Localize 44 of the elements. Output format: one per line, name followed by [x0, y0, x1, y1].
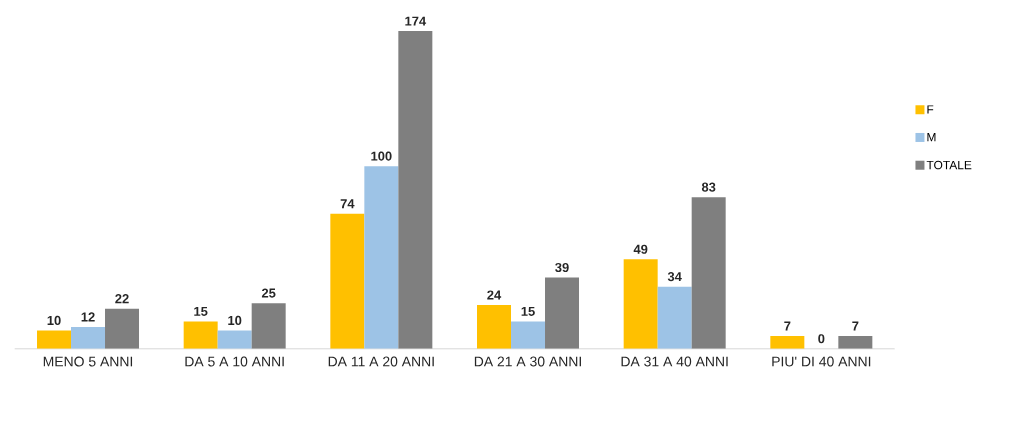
data-label: 34	[667, 272, 682, 282]
data-label: 174	[405, 16, 427, 26]
x-tick-label: MENO 5 ANNI	[43, 356, 133, 367]
data-label: 74	[340, 199, 355, 209]
data-label: 15	[194, 306, 208, 316]
x-tick-label: PIU' DI 40 ANNI	[772, 356, 871, 367]
data-label: 7	[784, 321, 791, 331]
data-label: 49	[633, 244, 648, 254]
data-label: 100	[371, 151, 392, 161]
bar	[71, 326, 106, 349]
data-label: 83	[701, 182, 716, 192]
bar	[251, 303, 286, 349]
bar	[770, 336, 805, 349]
bar	[623, 259, 658, 349]
bar	[838, 336, 873, 349]
x-tick-label: DA 31 A 40 ANNI	[621, 356, 728, 367]
data-label: 25	[261, 288, 276, 298]
legend-label: F	[927, 105, 934, 114]
data-label: 12	[81, 312, 95, 322]
bar	[657, 286, 692, 349]
bar	[364, 166, 399, 349]
legend-label: TOTALE	[926, 160, 972, 170]
bar	[37, 330, 72, 349]
data-label: 15	[521, 306, 535, 316]
data-label: 0	[818, 334, 825, 344]
legend-label: M	[927, 133, 936, 142]
data-label: 10	[47, 315, 61, 326]
data-label: 7	[852, 321, 859, 331]
bar	[691, 197, 726, 349]
bar	[477, 304, 512, 349]
data-label: 10	[228, 315, 242, 326]
bar	[545, 277, 580, 349]
bar	[183, 321, 218, 349]
data-label: 22	[115, 294, 129, 304]
bar	[398, 31, 433, 349]
x-tick-label: DA 11 A 20 ANNI	[328, 356, 434, 367]
bar	[105, 308, 140, 349]
x-tick-label: DA 5 A 10 ANNI	[185, 356, 284, 367]
bar	[330, 213, 365, 349]
data-label: 24	[487, 290, 502, 300]
bar	[217, 330, 252, 349]
data-label: 39	[555, 262, 569, 273]
bar	[511, 321, 546, 349]
x-tick-label: DA 21 A 30 ANNI	[474, 356, 581, 367]
